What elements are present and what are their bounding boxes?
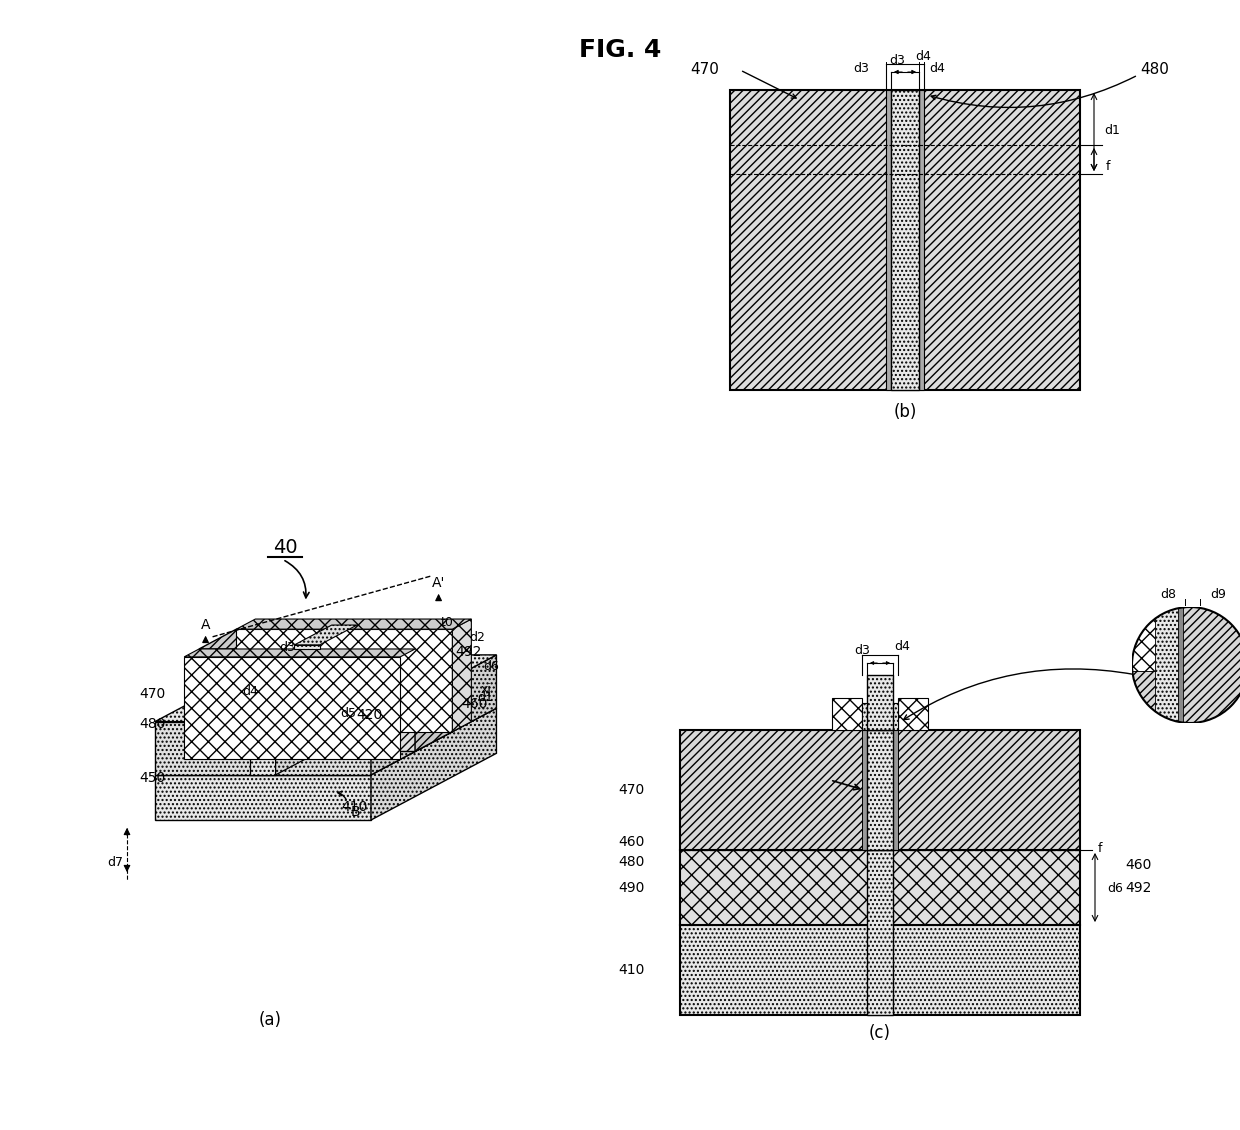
Text: 410: 410 [619, 963, 645, 977]
Bar [898, 698, 928, 730]
Text: d6: d6 [1107, 881, 1123, 895]
Text: 420: 420 [356, 709, 382, 722]
Bar [919, 90, 924, 390]
Text: 480: 480 [139, 716, 165, 731]
Bar [1180, 607, 1240, 723]
Bar [680, 925, 1080, 1015]
Polygon shape [155, 655, 496, 722]
Text: d3: d3 [854, 644, 870, 658]
Bar [730, 90, 1080, 390]
Polygon shape [250, 668, 275, 775]
Bar [1132, 671, 1180, 723]
Text: d8: d8 [1159, 589, 1176, 601]
FancyArrowPatch shape [931, 76, 1136, 107]
Text: f: f [1106, 159, 1110, 173]
Polygon shape [155, 722, 371, 775]
FancyArrowPatch shape [337, 791, 346, 799]
Text: t0: t0 [440, 616, 454, 629]
Text: 480: 480 [1140, 62, 1169, 78]
Text: (a): (a) [258, 1011, 281, 1029]
Text: d4: d4 [929, 61, 945, 75]
Text: d1: d1 [1104, 123, 1120, 137]
Bar [867, 675, 893, 730]
Text: f: f [1097, 842, 1102, 854]
FancyArrowPatch shape [895, 70, 903, 73]
Bar [832, 698, 862, 730]
FancyArrowPatch shape [908, 70, 915, 73]
Text: 470: 470 [619, 783, 645, 797]
Text: d4: d4 [894, 641, 910, 653]
Bar [867, 730, 893, 850]
Text: d3: d3 [279, 641, 295, 654]
Polygon shape [325, 620, 362, 649]
Text: A': A' [432, 576, 445, 590]
Bar [1156, 607, 1180, 723]
Text: d3: d3 [889, 53, 905, 67]
Text: (c): (c) [869, 1024, 892, 1042]
Bar [680, 730, 1080, 850]
Polygon shape [294, 625, 357, 645]
Polygon shape [371, 709, 496, 820]
Polygon shape [185, 657, 401, 759]
Bar [1178, 607, 1183, 723]
Polygon shape [200, 629, 453, 649]
Text: d9: d9 [1210, 589, 1226, 601]
Text: 470: 470 [139, 687, 165, 702]
Bar [862, 730, 867, 850]
Text: d3: d3 [853, 61, 869, 75]
Polygon shape [155, 775, 371, 820]
Polygon shape [371, 655, 496, 775]
FancyArrowPatch shape [870, 661, 877, 664]
Text: 460: 460 [461, 696, 489, 711]
Text: A: A [201, 618, 211, 632]
Text: d4: d4 [242, 685, 258, 697]
Bar [892, 90, 919, 390]
Text: (b): (b) [893, 403, 916, 421]
Text: d6: d6 [484, 661, 498, 673]
Polygon shape [289, 640, 325, 751]
Text: 492: 492 [1125, 881, 1152, 895]
Polygon shape [237, 619, 471, 629]
FancyArrowPatch shape [883, 661, 889, 664]
Text: 490: 490 [619, 881, 645, 895]
Text: 40: 40 [273, 538, 298, 557]
Polygon shape [237, 629, 453, 731]
Text: d5: d5 [341, 707, 356, 720]
Text: 480: 480 [619, 855, 645, 869]
Bar [867, 850, 893, 1015]
Text: B: B [351, 805, 360, 819]
Text: 492: 492 [455, 645, 481, 659]
Bar [887, 90, 892, 390]
Bar [893, 730, 898, 850]
Polygon shape [155, 709, 496, 775]
Text: 470: 470 [689, 62, 719, 78]
Polygon shape [294, 645, 320, 649]
Bar [862, 703, 898, 730]
Bar [1132, 607, 1180, 671]
Polygon shape [289, 640, 325, 649]
Polygon shape [250, 645, 320, 668]
Bar [680, 850, 1080, 925]
Text: 460: 460 [1125, 858, 1152, 872]
Text: 410: 410 [341, 800, 367, 814]
FancyArrowPatch shape [904, 669, 1135, 720]
Text: 450: 450 [139, 771, 165, 785]
Text: FIG. 4: FIG. 4 [579, 38, 661, 62]
Polygon shape [289, 629, 362, 649]
Polygon shape [275, 645, 320, 775]
FancyArrowPatch shape [833, 781, 859, 790]
Text: xj: xj [481, 684, 492, 696]
Polygon shape [453, 619, 471, 731]
Polygon shape [185, 649, 415, 657]
FancyArrowPatch shape [743, 71, 796, 98]
Text: d7: d7 [107, 855, 123, 869]
Text: 460: 460 [619, 835, 645, 849]
Text: d4: d4 [915, 50, 931, 62]
Text: d1: d1 [477, 692, 494, 704]
FancyArrowPatch shape [285, 560, 309, 598]
Polygon shape [200, 649, 415, 751]
Polygon shape [415, 629, 453, 751]
Text: d2: d2 [469, 631, 485, 644]
